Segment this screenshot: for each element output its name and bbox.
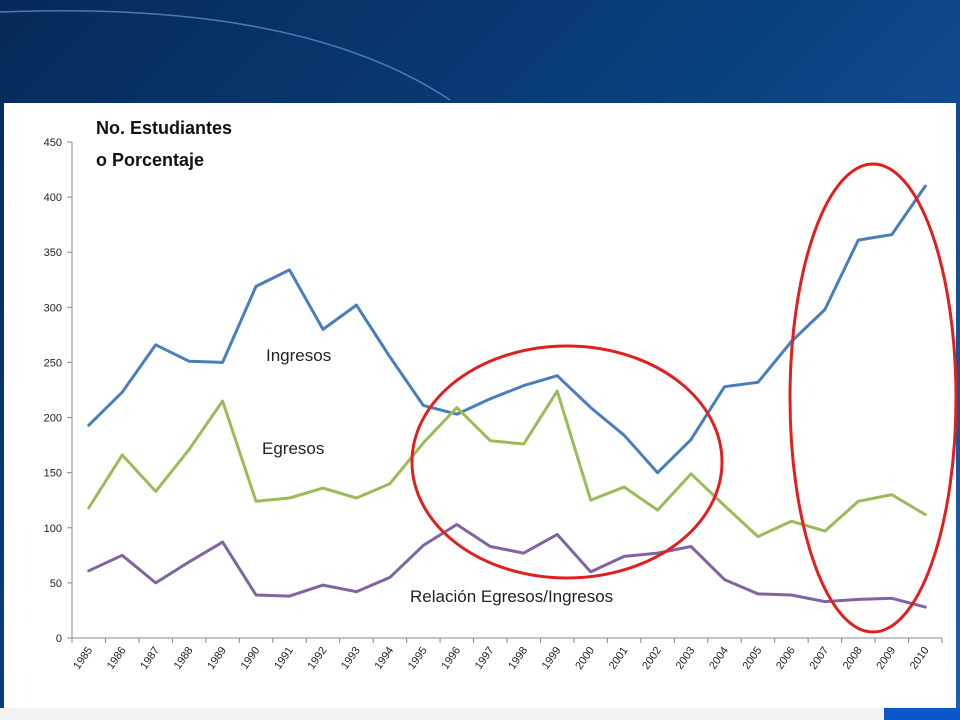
chart-title-line-2: o Porcentaje xyxy=(96,150,204,170)
x-tick-label: 1986 xyxy=(105,645,129,672)
y-tick-label: 400 xyxy=(44,192,62,204)
x-tick-label: 1997 xyxy=(473,645,497,672)
annotation-egresos: Egresos xyxy=(262,439,324,458)
y-axis-ticks: 0 50 100 150 200 250 300 350 400 450 xyxy=(44,137,72,645)
x-tick-label: 1995 xyxy=(406,645,430,672)
x-tick-label: 2007 xyxy=(807,645,831,672)
x-tick-label: 2006 xyxy=(774,645,798,672)
series-line-relacion xyxy=(87,523,927,609)
x-tick-label: 2001 xyxy=(607,645,631,672)
x-tick-label: 1989 xyxy=(205,645,229,672)
x-tick-label: 1994 xyxy=(372,645,396,672)
x-tick-label: 2003 xyxy=(674,645,698,672)
y-tick-label: 50 xyxy=(50,578,62,590)
x-tick-label: 1993 xyxy=(339,645,363,672)
y-tick-label: 450 xyxy=(44,137,62,149)
x-tick-label: 1990 xyxy=(239,645,263,672)
chart-panel xyxy=(4,103,956,708)
y-tick-label: 0 xyxy=(56,633,62,645)
x-axis-ticks: 1985 1986 1987 1988 1989 1990 1991 1992 1993 1994… xyxy=(71,638,943,672)
x-tick-label: 2002 xyxy=(640,645,664,672)
x-tick-label: 1996 xyxy=(439,645,463,672)
footer-strip xyxy=(0,708,960,720)
y-tick-label: 100 xyxy=(44,523,62,535)
x-tick-label: 1992 xyxy=(306,645,330,672)
y-tick-label: 200 xyxy=(44,413,62,425)
y-tick-label: 350 xyxy=(44,247,62,259)
annotation-relacion: Relación Egresos/Ingresos xyxy=(410,587,613,606)
footer-accent xyxy=(884,708,960,720)
y-tick-label: 250 xyxy=(44,357,62,369)
x-tick-label: 2000 xyxy=(573,645,597,672)
header-decoration xyxy=(0,9,451,101)
x-tick-label: 1999 xyxy=(540,645,564,672)
series-line-ingresos xyxy=(87,184,927,475)
highlight-ellipse-2006-2010 xyxy=(788,162,958,634)
x-tick-label: 1988 xyxy=(172,645,196,672)
series-lines xyxy=(87,184,927,609)
x-tick-label: 2010 xyxy=(908,645,932,672)
x-tick-label: 2004 xyxy=(707,645,731,672)
y-tick-label: 150 xyxy=(44,468,62,480)
x-tick-label: 2005 xyxy=(741,645,765,672)
x-tick-label: 1987 xyxy=(138,645,162,672)
highlight-ellipse-1996-2002 xyxy=(410,344,724,580)
series-line-egresos xyxy=(87,389,927,539)
x-tick-label: 1998 xyxy=(506,645,530,672)
x-tick-label: 2009 xyxy=(874,645,898,672)
x-tick-label: 1985 xyxy=(71,645,95,672)
chart-title-line-1: No. Estudiantes xyxy=(96,118,232,138)
chart-axes xyxy=(71,142,942,639)
x-tick-label: 1991 xyxy=(272,645,296,672)
x-tick-label: 2008 xyxy=(841,645,865,672)
annotation-ingresos: Ingresos xyxy=(266,346,331,365)
y-tick-label: 300 xyxy=(44,302,62,314)
